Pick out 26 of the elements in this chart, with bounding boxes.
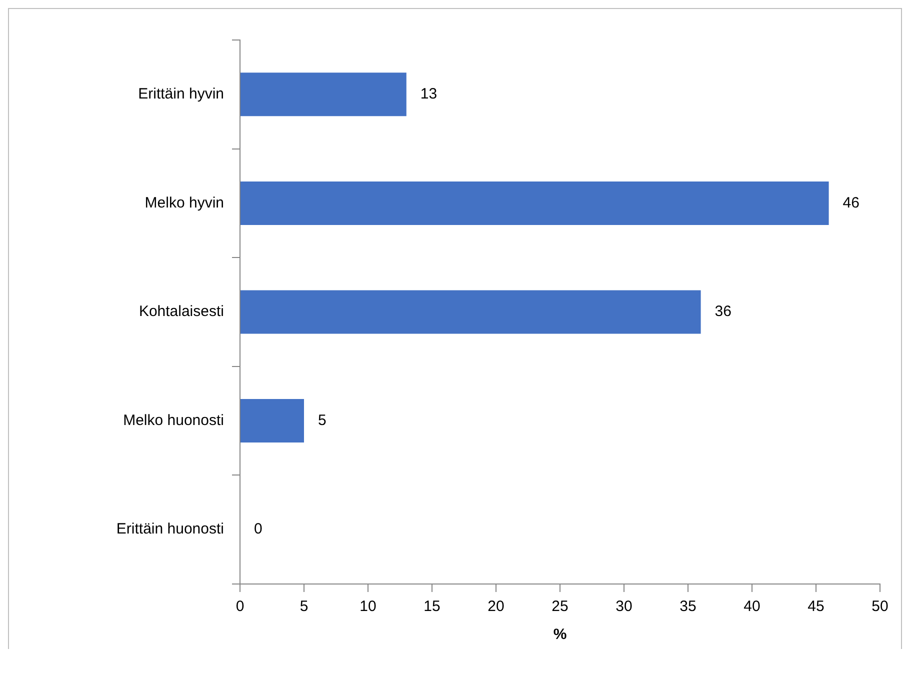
y-tick-label: Erittäin huonosti bbox=[116, 520, 224, 538]
bar bbox=[240, 72, 406, 116]
x-tick-label: 25 bbox=[552, 598, 568, 616]
x-tick-label: 10 bbox=[360, 598, 376, 616]
data-label: 13 bbox=[420, 86, 438, 103]
data-label: 5 bbox=[318, 412, 326, 429]
x-tick-label: 0 bbox=[236, 598, 244, 616]
x-tick-label: 35 bbox=[680, 598, 696, 616]
x-tick-label: 50 bbox=[872, 598, 888, 616]
y-tick-label: Erittäin hyvin bbox=[138, 86, 224, 103]
x-tick-label: 30 bbox=[616, 598, 632, 616]
bar bbox=[240, 399, 304, 443]
x-tick-label: 5 bbox=[300, 598, 308, 616]
bar bbox=[240, 290, 701, 334]
y-tick-label: Kohtalaisesti bbox=[138, 303, 224, 320]
x-tick-label: 40 bbox=[744, 598, 760, 616]
data-label: 46 bbox=[842, 194, 860, 212]
data-label: 0 bbox=[254, 520, 262, 538]
x-axis-title: % bbox=[553, 626, 567, 644]
y-tick-label: Melko huonosti bbox=[123, 412, 224, 429]
y-tick-label: Melko hyvin bbox=[144, 194, 224, 212]
x-tick-label: 15 bbox=[424, 598, 440, 616]
x-tick-label: 45 bbox=[808, 598, 824, 616]
x-tick-label: 20 bbox=[488, 598, 504, 616]
data-label: 36 bbox=[714, 303, 732, 320]
bar bbox=[240, 181, 829, 225]
